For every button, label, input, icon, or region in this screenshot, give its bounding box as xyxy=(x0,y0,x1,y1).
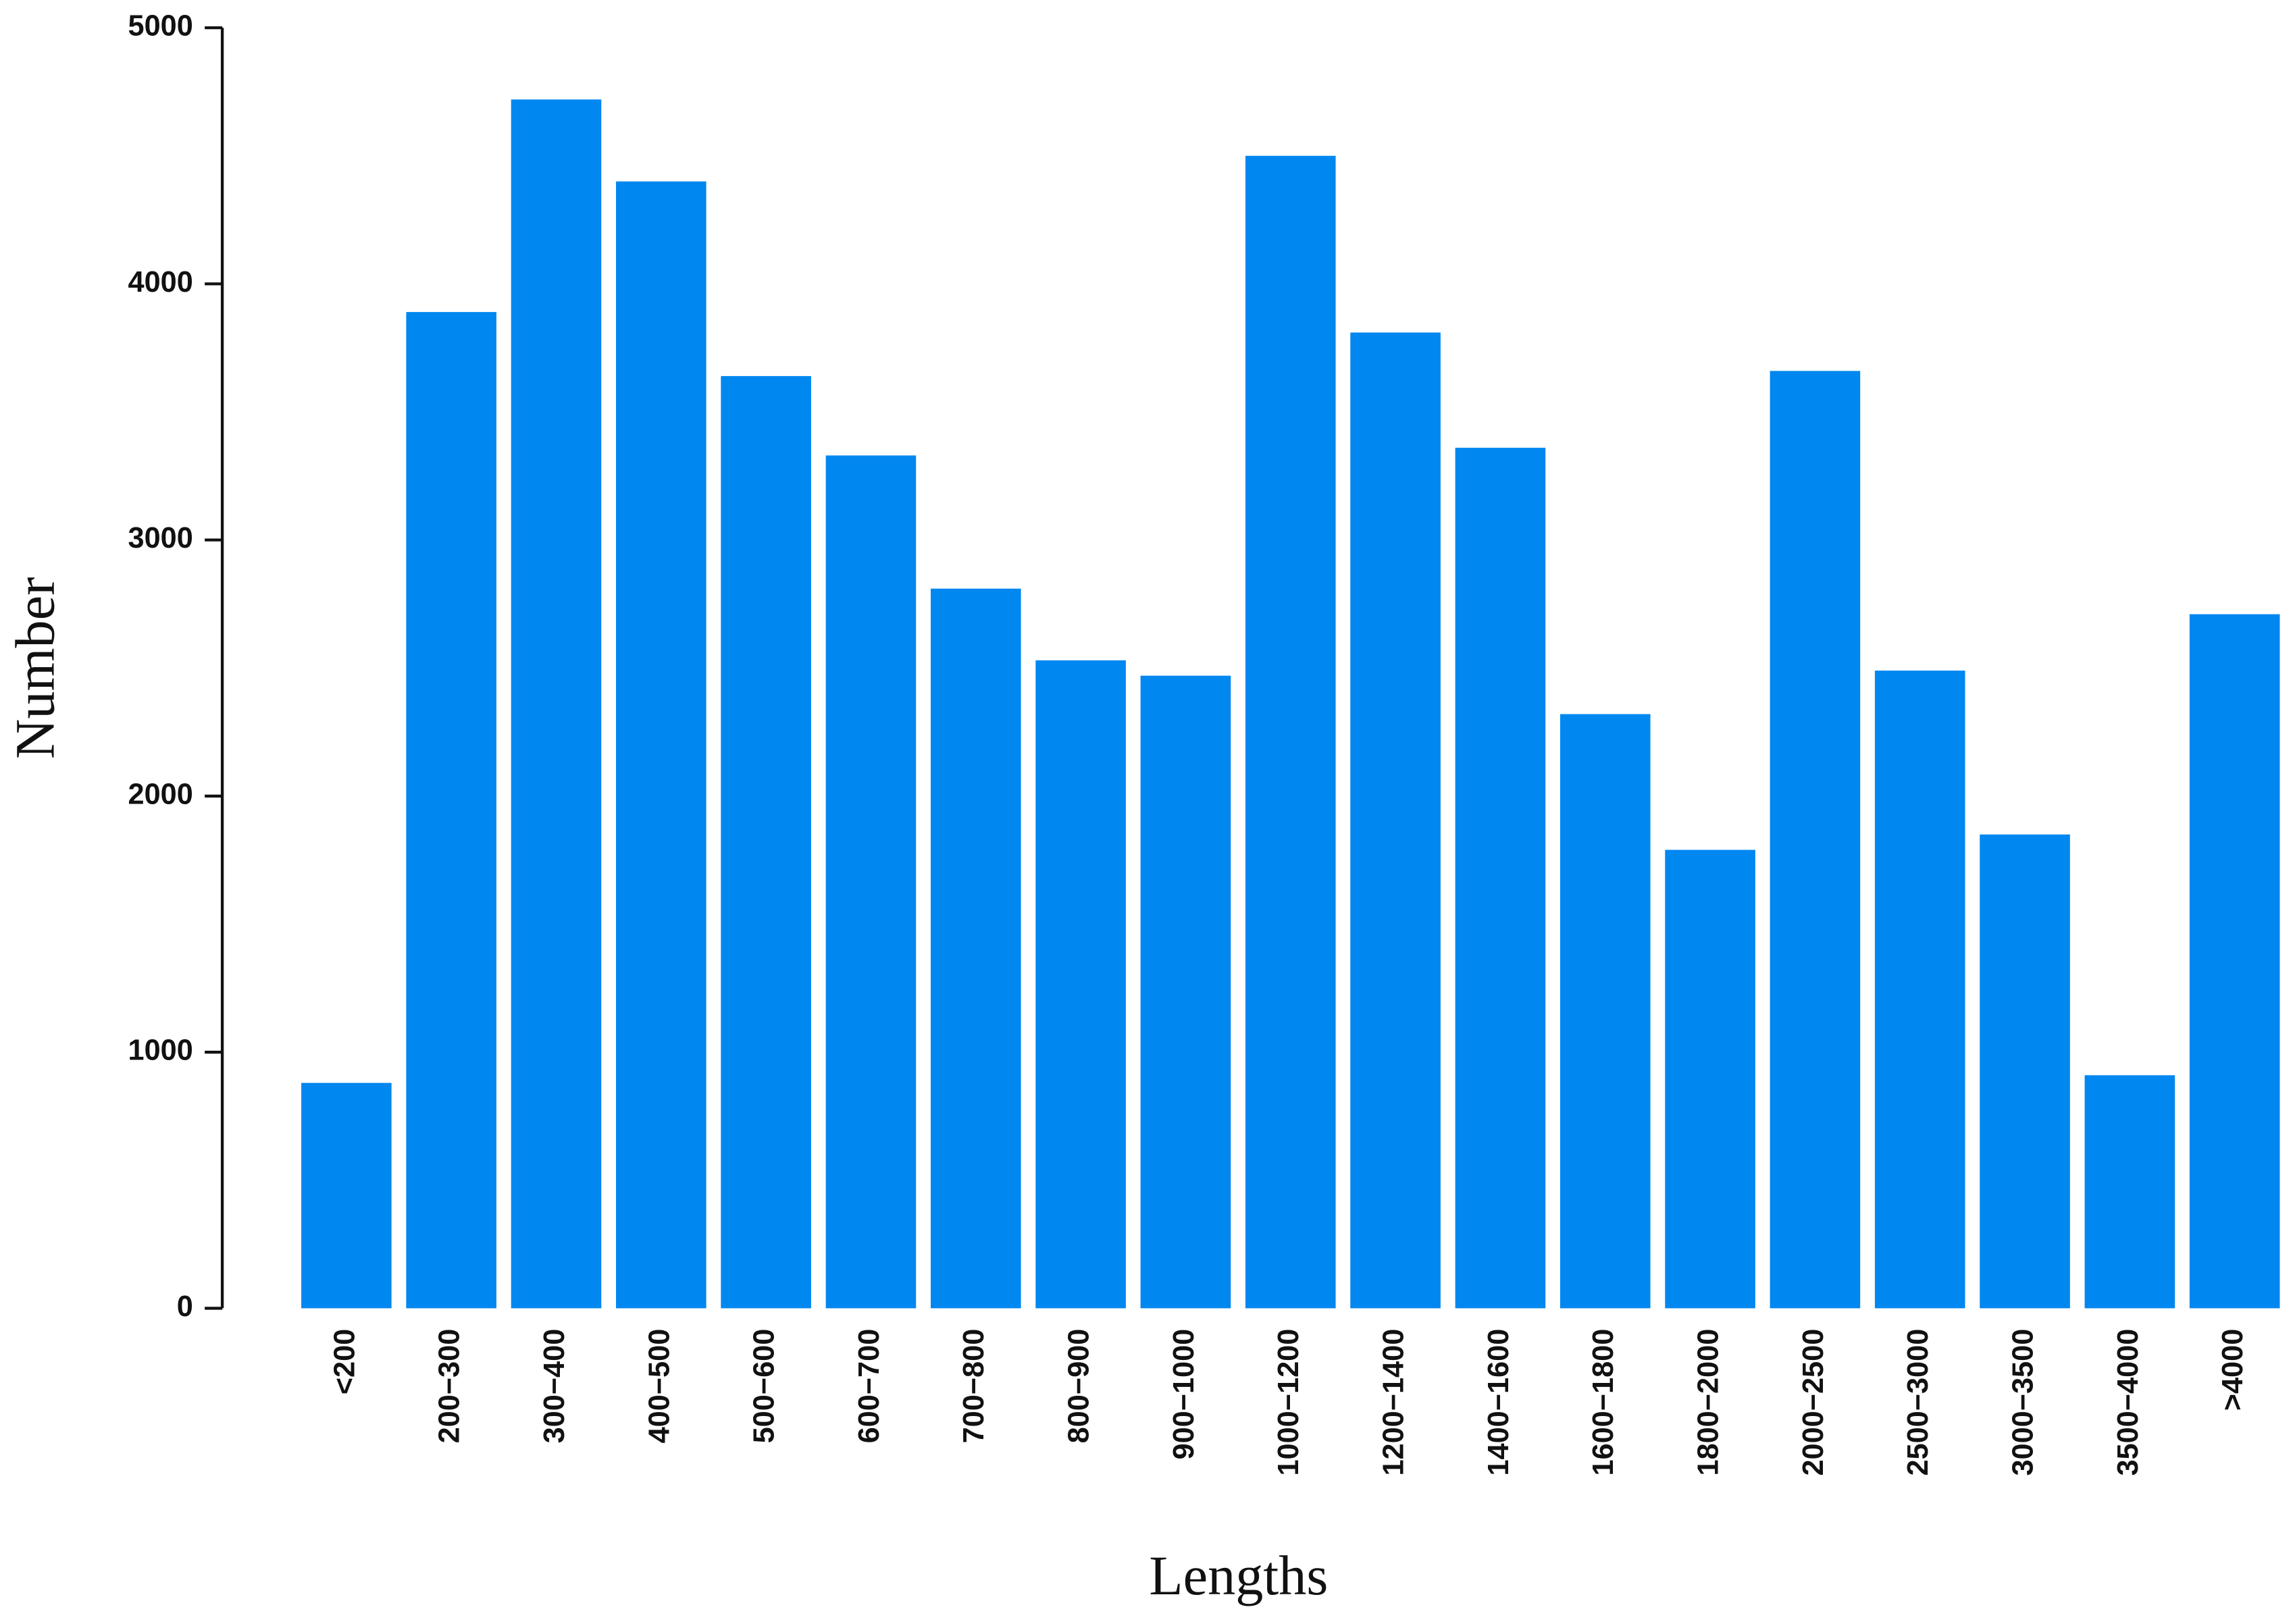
x-tick-label: 3500−4000 xyxy=(2112,1329,2144,1476)
bar xyxy=(1874,671,1965,1309)
bar xyxy=(2084,1075,2175,1309)
bar xyxy=(1350,332,1441,1309)
x-tick-label: 700−800 xyxy=(958,1329,990,1444)
bar xyxy=(301,1082,392,1309)
x-tick-label: 2000−2500 xyxy=(1797,1329,1830,1476)
x-tick-label: 200−300 xyxy=(434,1329,466,1444)
x-tick-label: 1400−1600 xyxy=(1483,1329,1515,1476)
x-tick-label: 600−700 xyxy=(853,1329,885,1444)
x-tick-label: 800−900 xyxy=(1063,1329,1096,1444)
bar xyxy=(616,181,706,1309)
x-tick-label: 500−600 xyxy=(748,1329,781,1444)
bar xyxy=(1560,714,1651,1309)
x-tick-label: 300−400 xyxy=(538,1329,571,1444)
bar xyxy=(825,455,917,1309)
x-tick-label: 1800−2000 xyxy=(1692,1329,1724,1476)
y-tick-label: 0 xyxy=(177,1290,193,1323)
x-axis-title: Lengths xyxy=(1149,1545,1328,1606)
y-tick-label: 5000 xyxy=(128,10,192,43)
x-tick-label: 1600−1800 xyxy=(1587,1329,1620,1476)
bar xyxy=(1770,371,1861,1309)
bar xyxy=(1245,155,1336,1309)
y-tick-label: 4000 xyxy=(128,266,192,298)
x-tick-label: 1000−1200 xyxy=(1272,1329,1305,1476)
x-tick-label: 400−500 xyxy=(643,1329,675,1444)
y-axis-title: Number xyxy=(4,577,66,760)
x-tick-label: >4000 xyxy=(2217,1329,2249,1411)
y-tick-label: 1000 xyxy=(128,1034,192,1067)
bar xyxy=(1035,660,1126,1309)
x-tick-label: 3000−3500 xyxy=(2007,1329,2039,1476)
x-tick-label: 2500−3000 xyxy=(1902,1329,1934,1476)
bar xyxy=(931,588,1021,1309)
bar xyxy=(1980,834,2070,1309)
bar xyxy=(1665,849,1755,1309)
bar xyxy=(721,375,811,1309)
bar xyxy=(406,312,496,1309)
x-tick-label: 900−1000 xyxy=(1168,1329,1200,1460)
bar xyxy=(1455,448,1546,1309)
bar xyxy=(511,99,602,1309)
bar xyxy=(2189,614,2280,1309)
x-tick-label: 1200−1400 xyxy=(1378,1329,1410,1476)
y-tick-label: 2000 xyxy=(128,778,192,810)
y-tick-label: 3000 xyxy=(128,522,192,554)
bar xyxy=(1140,675,1231,1309)
x-tick-label: <200 xyxy=(328,1329,361,1394)
